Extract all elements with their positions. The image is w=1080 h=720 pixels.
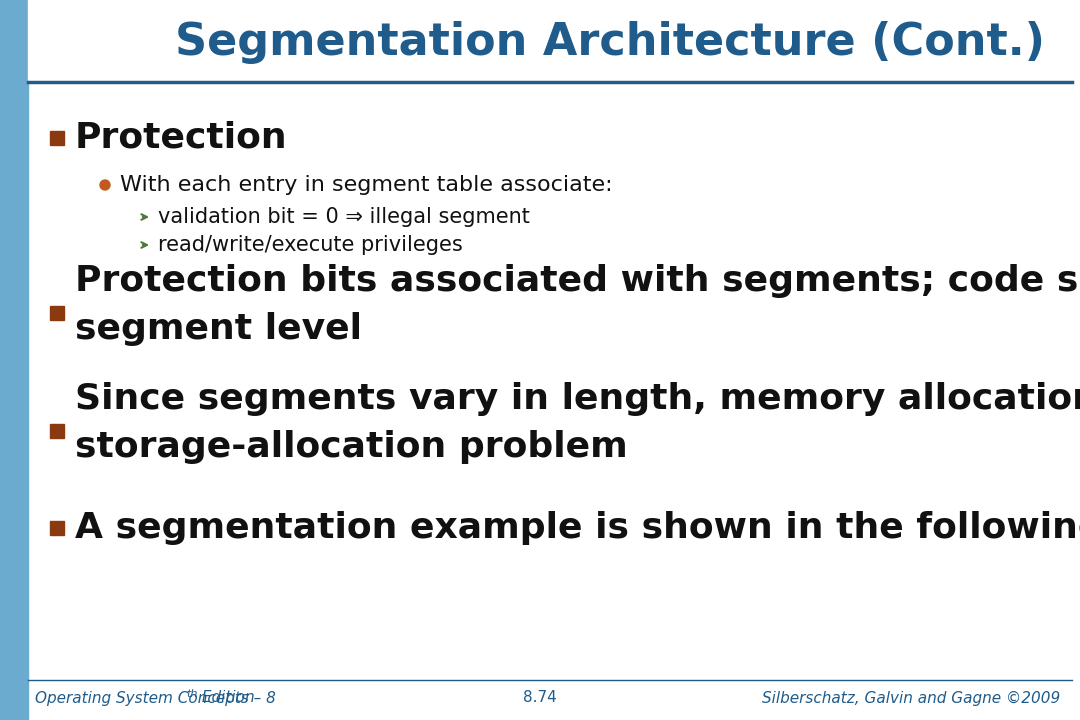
Text: Since segments vary in length, memory allocation is a dynamic
storage-allocation: Since segments vary in length, memory al…	[75, 382, 1080, 464]
Bar	[28, 0, 1080, 82]
Text: read/write/execute privileges: read/write/execute privileges	[158, 235, 462, 255]
Bar	[50, 131, 64, 145]
Bar	[50, 306, 64, 320]
Bar	[0, 0, 28, 720]
Bar	[50, 521, 64, 535]
Text: A segmentation example is shown in the following diagram: A segmentation example is shown in the f…	[75, 511, 1080, 545]
Text: Silberschatz, Galvin and Gagne ©2009: Silberschatz, Galvin and Gagne ©2009	[761, 690, 1059, 706]
Text: Segmentation Architecture (Cont.): Segmentation Architecture (Cont.)	[175, 20, 1045, 63]
Text: validation bit = 0 ⇒ illegal segment: validation bit = 0 ⇒ illegal segment	[158, 207, 530, 227]
Bar	[50, 424, 64, 438]
Text: th: th	[186, 689, 198, 699]
Text: 8.74: 8.74	[523, 690, 557, 706]
Text: Protection: Protection	[75, 121, 287, 155]
Text: Operating System Concepts – 8: Operating System Concepts – 8	[35, 690, 275, 706]
Text: Edition: Edition	[197, 690, 255, 706]
Circle shape	[100, 180, 110, 190]
Text: With each entry in segment table associate:: With each entry in segment table associa…	[120, 175, 612, 195]
Text: Protection bits associated with segments; code sharing occurs at
segment level: Protection bits associated with segments…	[75, 264, 1080, 346]
